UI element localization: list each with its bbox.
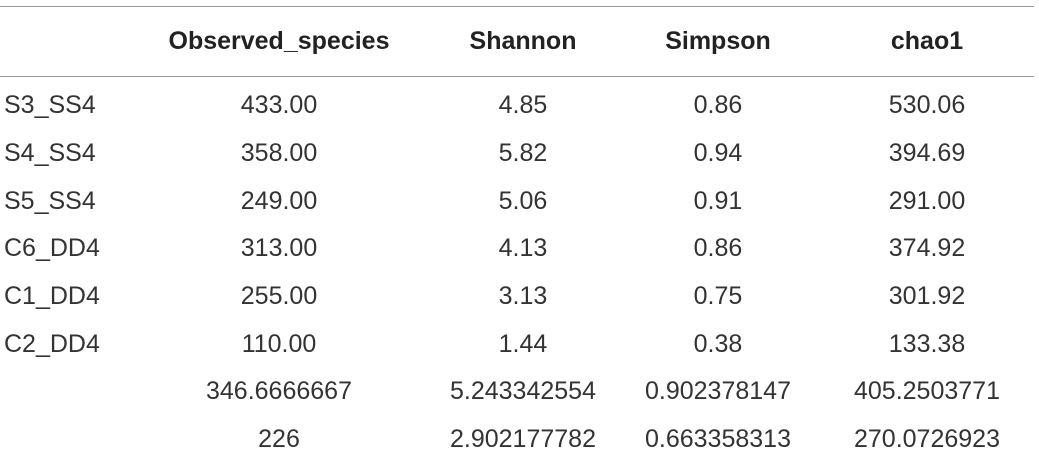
table-top-rule [0, 6, 1034, 7]
table-row: S4_SS4 358.00 5.82 0.94 394.69 [0, 130, 1034, 178]
cell-chao1: 301.92 [888, 282, 966, 311]
cell-chao1: 394.69 [888, 139, 966, 168]
table-header-rule [0, 76, 1034, 77]
row-label: C1_DD4 [4, 282, 100, 311]
header-simpson: Simpson [665, 27, 771, 55]
cell-shannon: 2.902177782 [450, 425, 596, 454]
cell-shannon: 4.13 [498, 234, 548, 263]
row-label: S3_SS4 [4, 91, 96, 120]
cell-simpson: 0.75 [693, 282, 743, 311]
cell-observed-species: 313.00 [240, 234, 318, 263]
cell-chao1: 133.38 [888, 329, 966, 358]
cell-simpson: 0.94 [693, 139, 743, 168]
cell-simpson: 0.86 [693, 234, 743, 263]
cell-observed-species: 346.6666667 [206, 377, 352, 406]
cell-shannon: 1.44 [498, 329, 548, 358]
cell-simpson: 0.902378147 [645, 377, 791, 406]
header-sample [0, 7, 128, 76]
cell-shannon: 5.82 [498, 139, 548, 168]
row-label: S4_SS4 [4, 139, 96, 168]
cell-chao1: 270.0726923 [854, 425, 1000, 454]
cell-chao1: 405.2503771 [854, 377, 1000, 406]
row-label: C2_DD4 [4, 329, 100, 358]
cell-simpson: 0.86 [693, 91, 743, 120]
cell-observed-species: 255.00 [240, 282, 318, 311]
diversity-table: Observed_species Shannon Simpson chao1 S… [0, 7, 1034, 464]
cell-shannon: 4.85 [498, 91, 548, 120]
header-chao1: chao1 [890, 27, 964, 55]
table-row: C2_DD4 110.00 1.44 0.38 133.38 [0, 320, 1034, 368]
cell-shannon: 3.13 [498, 282, 548, 311]
table-row: 346.6666667 5.243342554 0.902378147 405.… [0, 368, 1034, 416]
header-shannon: Shannon [469, 27, 577, 55]
cell-observed-species: 226 [258, 425, 300, 454]
table-row: C1_DD4 255.00 3.13 0.75 301.92 [0, 273, 1034, 321]
row-label [0, 416, 128, 464]
header-observed-species: Observed_species [168, 27, 390, 55]
cell-simpson: 0.663358313 [645, 425, 791, 454]
table-row: S3_SS4 433.00 4.85 0.86 530.06 [0, 76, 1034, 130]
cell-observed-species: 358.00 [240, 139, 318, 168]
cell-shannon: 5.243342554 [450, 377, 596, 406]
cell-shannon: 5.06 [498, 186, 548, 215]
row-label: S5_SS4 [4, 186, 96, 215]
cell-chao1: 291.00 [888, 186, 966, 215]
cell-chao1: 374.92 [888, 234, 966, 263]
cell-observed-species: 110.00 [241, 329, 317, 358]
table-header-row: Observed_species Shannon Simpson chao1 [0, 7, 1034, 76]
cell-observed-species: 249.00 [240, 186, 318, 215]
table-row: 226 2.902177782 0.663358313 270.0726923 [0, 416, 1034, 464]
cell-observed-species: 433.00 [240, 91, 318, 120]
table-row: S5_SS4 249.00 5.06 0.91 291.00 [0, 177, 1034, 225]
table-row: C6_DD4 313.00 4.13 0.86 374.92 [0, 225, 1034, 273]
cell-simpson: 0.38 [693, 329, 743, 358]
row-label [0, 368, 128, 416]
cell-chao1: 530.06 [888, 91, 966, 120]
cell-simpson: 0.91 [693, 186, 743, 215]
row-label: C6_DD4 [4, 234, 100, 263]
